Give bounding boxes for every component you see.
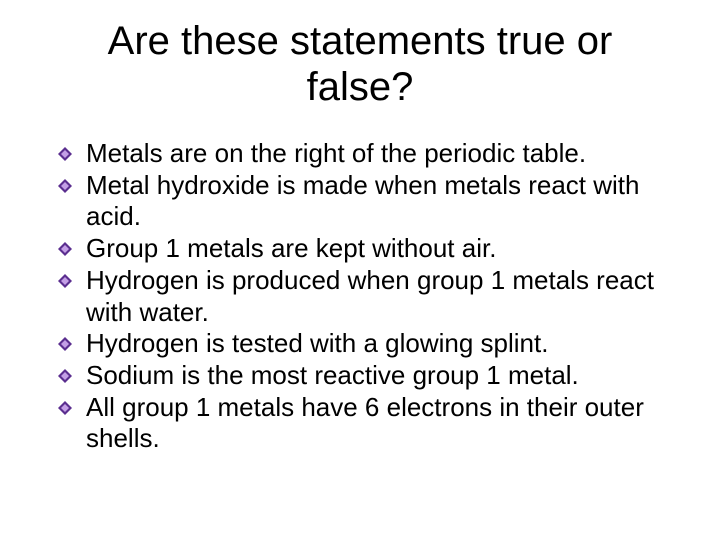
list-item-text: Metals are on the right of the periodic …	[86, 138, 586, 168]
list-item: Sodium is the most reactive group 1 meta…	[58, 360, 680, 392]
diamond-bullet-icon	[58, 337, 72, 351]
diamond-bullet-icon	[58, 242, 72, 256]
list-item: All group 1 metals have 6 electrons in t…	[58, 392, 680, 455]
list-item-text: Hydrogen is produced when group 1 metals…	[86, 265, 654, 327]
list-item: Hydrogen is tested with a glowing splint…	[58, 328, 680, 360]
list-item-text: Sodium is the most reactive group 1 meta…	[86, 360, 579, 390]
list-item: Metal hydroxide is made when metals reac…	[58, 170, 680, 233]
list-item-text: Group 1 metals are kept without air.	[86, 233, 496, 263]
diamond-bullet-icon	[58, 179, 72, 193]
diamond-bullet-icon	[58, 369, 72, 383]
diamond-bullet-icon	[58, 401, 72, 415]
diamond-bullet-icon	[58, 274, 72, 288]
list-item-text: Metal hydroxide is made when metals reac…	[86, 170, 639, 232]
list-item-text: All group 1 metals have 6 electrons in t…	[86, 392, 644, 454]
list-item-text: Hydrogen is tested with a glowing splint…	[86, 328, 548, 358]
list-item: Hydrogen is produced when group 1 metals…	[58, 265, 680, 328]
statement-list: Metals are on the right of the periodic …	[40, 138, 680, 455]
slide-title: Are these statements true or false?	[40, 18, 680, 110]
list-item: Metals are on the right of the periodic …	[58, 138, 680, 170]
list-item: Group 1 metals are kept without air.	[58, 233, 680, 265]
diamond-bullet-icon	[58, 147, 72, 161]
